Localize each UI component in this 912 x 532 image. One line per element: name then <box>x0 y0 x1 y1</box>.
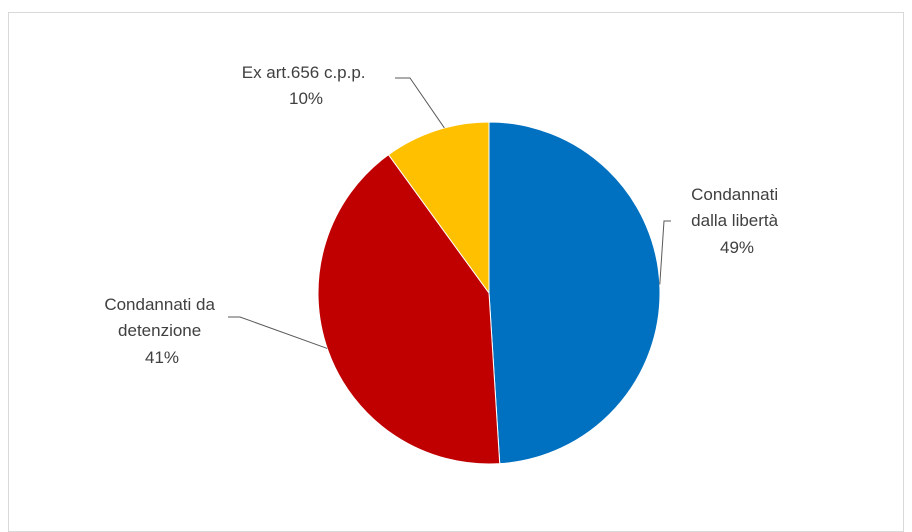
leader-line-condannati-detenzione <box>228 316 328 349</box>
leader-line-condannati-liberta <box>659 220 671 285</box>
slice-label-ex-art-656: Ex art.656 c.p.p. 10% <box>242 63 371 108</box>
leader-line-ex-art-656 <box>395 77 445 129</box>
slice-condannati-detenzione <box>317 153 501 465</box>
slice-condannati-liberta <box>488 121 661 465</box>
slice-ex-art-656 <box>387 121 490 295</box>
slice-label-condannati-detenzione: Condannati da detenzione 41% <box>104 295 219 367</box>
slice-label-condannati-liberta: Condannati dalla libertà 49% <box>691 185 783 257</box>
